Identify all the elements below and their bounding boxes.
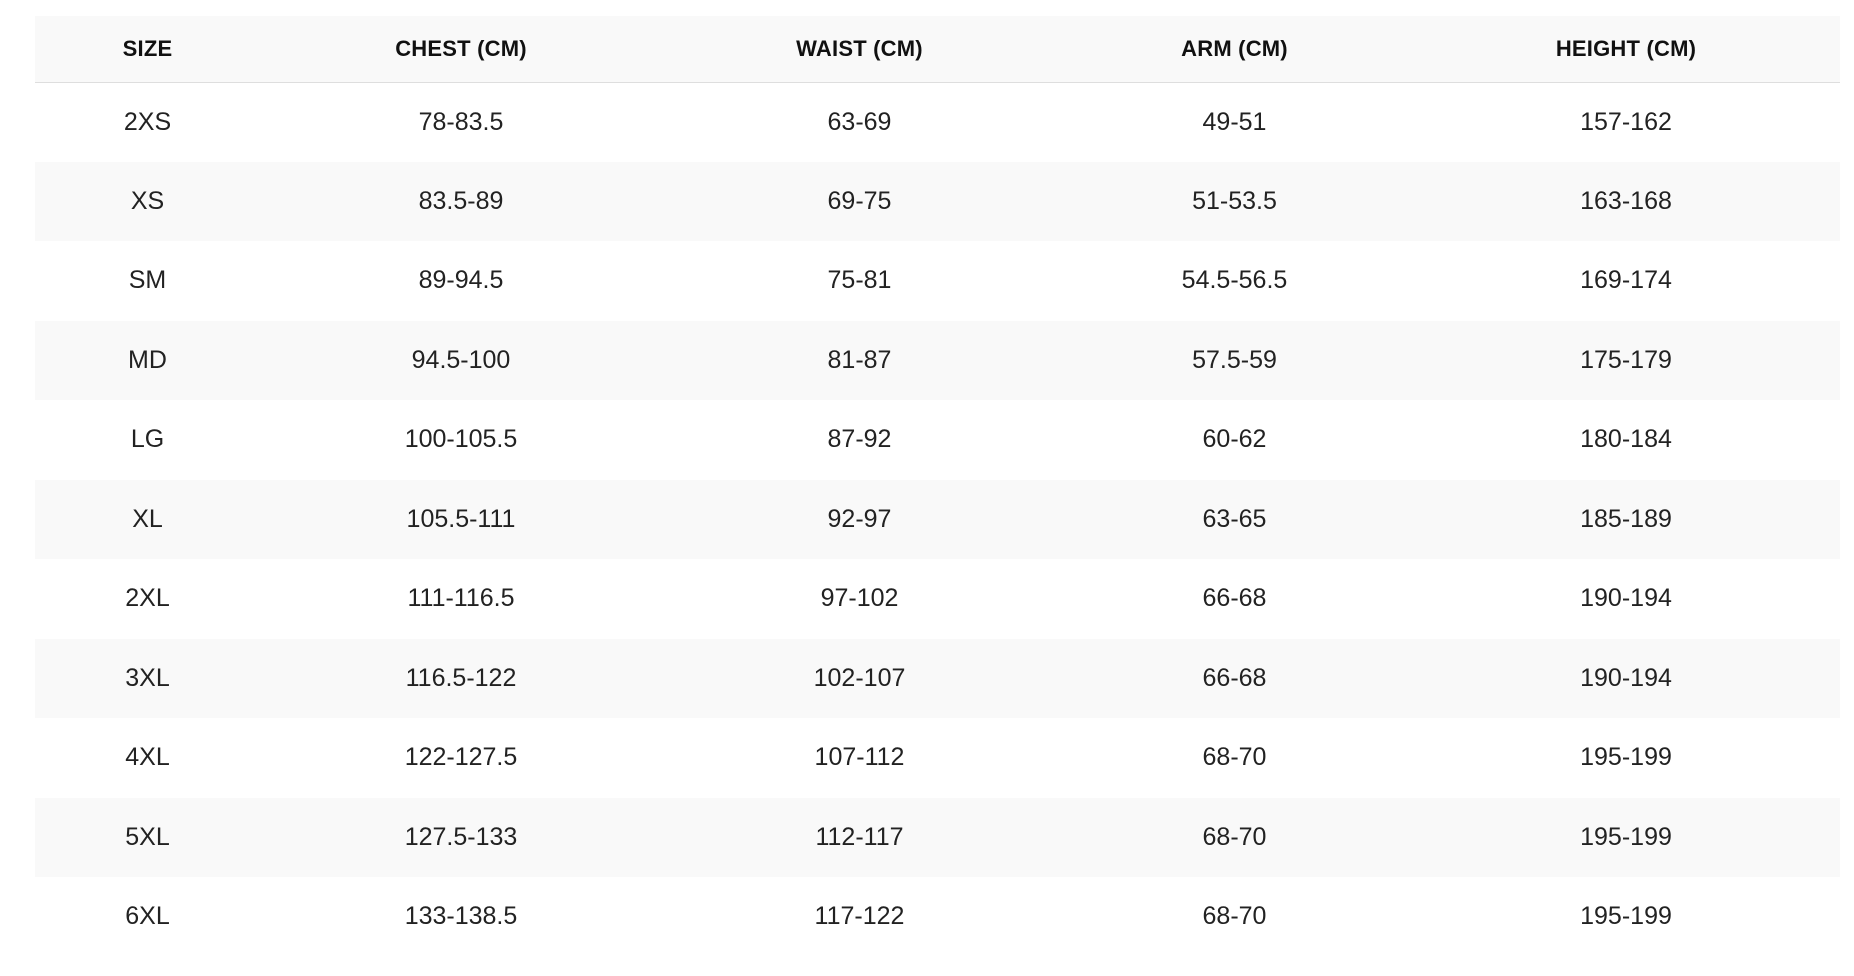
cell-chest: 89-94.5 xyxy=(418,266,504,295)
cell-height: 185-189 xyxy=(1580,504,1672,533)
cell-waist: 102-107 xyxy=(813,663,906,692)
cell-height: 190-194 xyxy=(1580,584,1672,613)
header-waist: WAIST (CM) xyxy=(796,35,923,61)
cell-waist: 81-87 xyxy=(827,345,892,374)
cell-waist: 107-112 xyxy=(814,743,905,772)
table-header: SIZE CHEST (CM) WAIST (CM) ARM (CM) HEIG… xyxy=(35,16,1840,82)
header-chest: CHEST (CM) xyxy=(395,35,527,61)
cell-waist: 112-117 xyxy=(815,822,904,851)
cell-size: 4XL xyxy=(125,743,170,772)
cell-chest: 127.5-133 xyxy=(404,822,518,851)
cell-height: 157-162 xyxy=(1580,107,1672,136)
cell-size: LG xyxy=(130,425,165,454)
cell-height: 195-199 xyxy=(1580,822,1672,851)
cell-height: 180-184 xyxy=(1580,425,1672,454)
table-body: 2XS 78-83.5 63-69 49-51 157-162 XS 83.5-… xyxy=(35,82,1840,957)
table-row: SM 89-94.5 75-81 54.5-56.5 169-174 xyxy=(35,241,1840,321)
table-row: XL 105.5-111 92-97 63-65 185-189 xyxy=(35,479,1840,559)
cell-height: 195-199 xyxy=(1580,743,1672,772)
cell-chest: 78-83.5 xyxy=(418,107,504,136)
header-arm: ARM (CM) xyxy=(1181,35,1288,61)
cell-arm: 66-68 xyxy=(1202,584,1267,613)
cell-size: XS xyxy=(130,186,165,215)
cell-size: 5XL xyxy=(125,822,170,851)
cell-waist: 117-122 xyxy=(814,902,905,931)
cell-waist: 87-92 xyxy=(827,425,892,454)
cell-waist: 75-81 xyxy=(827,266,892,295)
size-chart-table: SIZE CHEST (CM) WAIST (CM) ARM (CM) HEIG… xyxy=(35,16,1840,957)
cell-height: 175-179 xyxy=(1580,345,1672,374)
header-size: SIZE xyxy=(122,35,173,61)
cell-chest: 94.5-100 xyxy=(411,345,511,374)
table-row: 4XL 122-127.5 107-112 68-70 195-199 xyxy=(35,718,1840,798)
table-row: LG 100-105.5 87-92 60-62 180-184 xyxy=(35,400,1840,480)
cell-size: SM xyxy=(128,266,167,295)
cell-chest: 116.5-122 xyxy=(405,663,517,692)
cell-waist: 63-69 xyxy=(827,107,892,136)
cell-arm: 51-53.5 xyxy=(1192,186,1277,215)
cell-height: 195-199 xyxy=(1580,902,1672,931)
cell-waist: 97-102 xyxy=(820,584,899,613)
cell-chest: 122-127.5 xyxy=(404,743,518,772)
cell-chest: 83.5-89 xyxy=(418,186,504,215)
header-row: SIZE CHEST (CM) WAIST (CM) ARM (CM) HEIG… xyxy=(35,16,1840,82)
cell-waist: 92-97 xyxy=(827,504,892,533)
cell-arm: 68-70 xyxy=(1202,822,1267,851)
cell-size: 2XL xyxy=(125,584,170,613)
cell-chest: 100-105.5 xyxy=(404,425,518,454)
table-row: 5XL 127.5-133 112-117 68-70 195-199 xyxy=(35,797,1840,877)
cell-chest: 133-138.5 xyxy=(404,902,518,931)
cell-chest: 111-116.5 xyxy=(407,584,515,613)
table-row: 2XS 78-83.5 63-69 49-51 157-162 xyxy=(35,82,1840,162)
cell-arm: 57.5-59 xyxy=(1192,345,1277,374)
cell-waist: 69-75 xyxy=(827,186,892,215)
cell-height: 163-168 xyxy=(1580,186,1672,215)
cell-arm: 66-68 xyxy=(1202,663,1267,692)
cell-size: 2XS xyxy=(123,107,172,136)
cell-arm: 54.5-56.5 xyxy=(1181,266,1288,295)
cell-height: 169-174 xyxy=(1580,266,1672,295)
cell-size: 3XL xyxy=(125,663,170,692)
cell-chest: 105.5-111 xyxy=(406,504,516,533)
table-row: MD 94.5-100 81-87 57.5-59 175-179 xyxy=(35,320,1840,400)
cell-height: 190-194 xyxy=(1580,663,1672,692)
cell-size: MD xyxy=(128,345,167,374)
table-row: 2XL 111-116.5 97-102 66-68 190-194 xyxy=(35,559,1840,639)
cell-arm: 60-62 xyxy=(1202,425,1267,454)
cell-size: XL xyxy=(132,504,163,533)
cell-arm: 63-65 xyxy=(1202,504,1267,533)
cell-arm: 49-51 xyxy=(1202,107,1267,136)
cell-arm: 68-70 xyxy=(1202,743,1267,772)
cell-arm: 68-70 xyxy=(1202,902,1267,931)
cell-size: 6XL xyxy=(125,902,170,931)
table-row: 3XL 116.5-122 102-107 66-68 190-194 xyxy=(35,638,1840,718)
header-height: HEIGHT (CM) xyxy=(1555,35,1697,61)
table-row: XS 83.5-89 69-75 51-53.5 163-168 xyxy=(35,161,1840,241)
table-row: 6XL 133-138.5 117-122 68-70 195-199 xyxy=(35,877,1840,957)
